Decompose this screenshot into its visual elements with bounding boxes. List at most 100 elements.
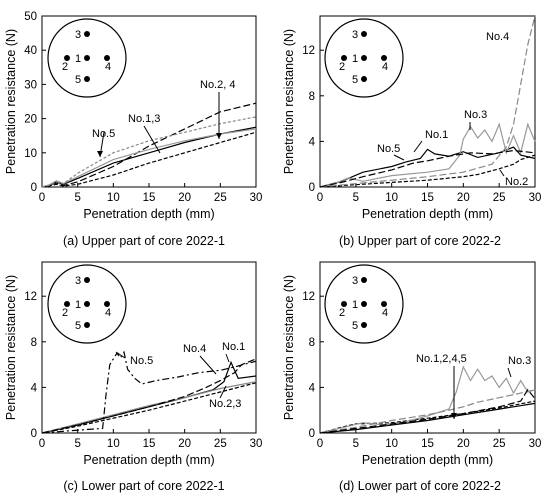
annotation-leader [219,385,227,399]
series-line-5 [319,388,536,434]
x-tick-label: 30 [529,192,542,204]
y-tick-label: 20 [24,114,37,126]
hole-label: 1 [75,299,81,311]
series-annotation: No.1 [222,341,245,353]
y-tick-label: 12 [24,291,37,303]
hole-label: 2 [62,307,68,319]
y-axis-label: Penetration resistance (N) [4,29,18,174]
series-annotation: No.5 [130,355,153,367]
x-tick-label: 30 [529,438,542,450]
annotation-leader [413,140,423,153]
x-axis-label: Penetration depth (mm) [83,207,214,221]
hole-marker [104,301,110,307]
x-tick-label: 25 [214,192,227,204]
annotation-arrowhead [451,413,457,419]
annotation-leader [499,169,505,177]
y-tick-label: 12 [302,291,315,303]
series-line-3 [41,381,257,434]
x-axis-label: Penetration depth (mm) [362,453,493,467]
series-line-1 [319,402,536,434]
y-axis-label: Penetration resistance (N) [282,29,296,174]
y-tick-label: 8 [31,337,37,349]
annotation-leader [507,367,512,378]
y-tick-label: 8 [309,91,315,103]
x-tick-label: 10 [385,438,398,450]
series-annotation: No.2, 4 [200,79,235,91]
hole-label: 3 [75,275,81,287]
hole-label: 4 [382,307,388,319]
series-line-4 [41,358,257,434]
x-tick-label: 30 [250,438,263,450]
hole-marker [361,55,367,61]
hole-label: 4 [105,61,111,73]
hole-label: 5 [352,74,358,86]
hole-marker [64,301,70,307]
annotation-arrowhead [216,133,222,139]
series-annotation: No.3 [464,109,487,121]
series-line-4 [41,131,257,188]
panel-caption: (b) Upper part of core 2022-2 [339,234,501,248]
panel-caption: (c) Lower part of core 2022-1 [63,479,224,493]
series-line-2 [41,382,257,434]
hole-label: 5 [352,320,358,332]
y-axis-label: Penetration resistance (N) [282,275,296,420]
annotation-leader [225,353,230,363]
hole-marker [361,76,367,82]
series-annotation: No.4 [183,343,206,355]
x-tick-label: 0 [317,192,323,204]
x-tick-label: 0 [39,192,45,204]
series-line-5 [41,116,257,188]
y-tick-label: 0 [309,428,315,440]
series-annotation: No.1,2,4,5 [416,353,467,365]
x-tick-label: 20 [457,192,470,204]
x-tick-label: 5 [353,438,359,450]
x-tick-label: 0 [39,438,45,450]
y-tick-label: 8 [309,337,315,349]
hole-marker [361,277,367,283]
x-tick-label: 25 [493,192,506,204]
y-tick-label: 4 [31,382,38,394]
hole-label: 1 [352,53,358,65]
x-tick-label: 5 [74,192,80,204]
y-tick-label: 30 [24,79,37,91]
annotation-leader [393,154,405,161]
hole-label: 3 [352,29,358,41]
y-tick-label: 0 [31,182,37,194]
y-axis-label: Penetration resistance (N) [4,275,18,420]
y-tick-label: 40 [24,45,37,57]
annotation-arrowhead [97,151,103,157]
series-annotation: No.4 [486,31,509,43]
y-tick-label: 4 [309,382,316,394]
y-tick-label: 0 [309,182,315,194]
x-tick-label: 25 [214,438,227,450]
series-annotation: No.1,3 [128,113,160,125]
hole-marker [381,301,387,307]
x-tick-label: 10 [107,192,120,204]
hole-label: 4 [105,307,111,319]
series-annotation: No.1 [425,129,448,141]
hole-marker [361,31,367,37]
x-tick-label: 10 [107,438,120,450]
hole-marker [84,76,90,82]
series-line-4 [319,15,536,188]
x-tick-label: 0 [317,438,323,450]
hole-marker [341,301,347,307]
x-tick-label: 15 [421,438,434,450]
hole-label: 2 [339,61,345,73]
series-line-2 [319,154,536,188]
hole-marker [84,322,90,328]
y-tick-label: 12 [302,45,315,57]
x-tick-label: 15 [143,438,156,450]
series-annotation: No.2,3 [209,398,241,410]
series-line-5 [319,149,536,188]
x-tick-label: 20 [178,438,191,450]
y-tick-label: 50 [24,11,37,23]
x-tick-label: 5 [353,192,359,204]
panel-caption: (a) Upper part of core 2022-1 [63,234,225,248]
hole-label: 2 [339,307,345,319]
x-tick-label: 25 [493,438,506,450]
